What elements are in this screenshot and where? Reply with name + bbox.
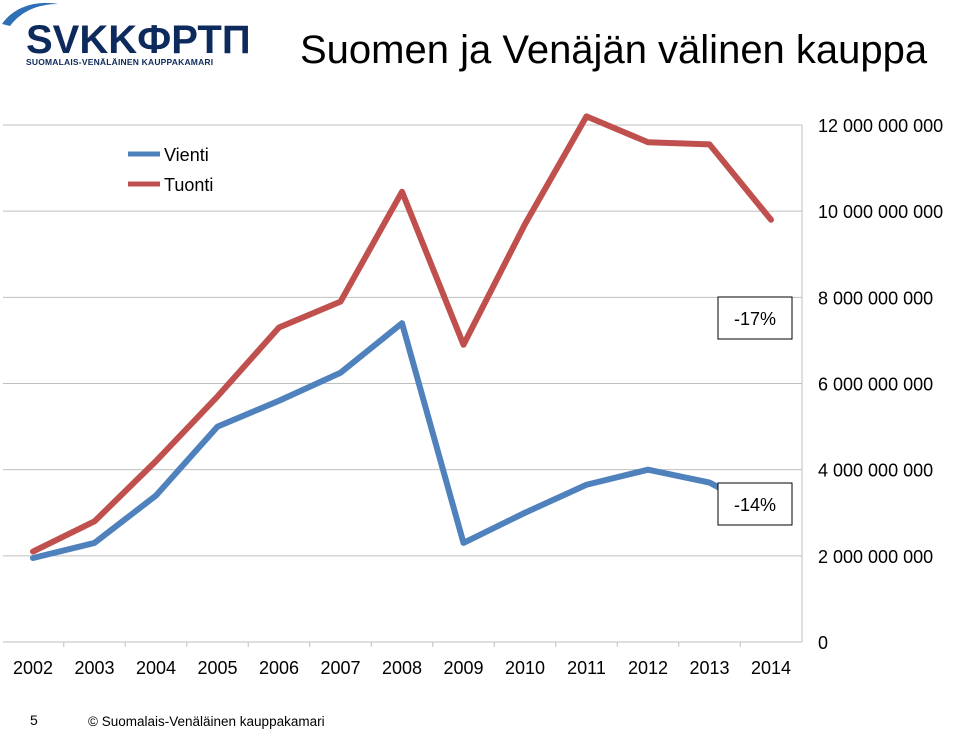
legend-label-tuonti: Tuonti <box>164 175 213 195</box>
y-tick-label: 12 000 000 000 <box>818 116 943 136</box>
svkk-logo: SVKKФРТП SUOMALAIS-VENÄLÄINEN KAUPPAKAMA… <box>0 0 251 70</box>
annotation-box-tuonti <box>717 296 793 340</box>
x-tick-label: 2010 <box>505 658 545 678</box>
page-number: 5 <box>30 712 38 728</box>
x-tick-label: 2003 <box>74 658 114 678</box>
y-tick-label: 2 000 000 000 <box>818 547 933 567</box>
y-tick-label: 6 000 000 000 <box>818 375 933 395</box>
x-tick-label: 2013 <box>689 658 729 678</box>
page-title: Suomen ja Venäjän välinen kauppa <box>300 28 928 72</box>
y-tick-label: 10 000 000 000 <box>818 202 943 222</box>
logo-wordmark: SVKKФРТП <box>26 18 251 62</box>
logo-swoosh-icon <box>2 2 58 26</box>
x-tick-label: 2011 <box>567 658 606 678</box>
annotation-vienti-change: -14% <box>734 495 776 515</box>
x-tick-label: 2005 <box>197 658 237 678</box>
x-tick-label: 2014 <box>751 658 791 678</box>
y-tick-label: 4 000 000 000 <box>818 461 933 481</box>
x-tick-label: 2009 <box>443 658 483 678</box>
annotation-box-vienti <box>717 482 793 526</box>
annotation-tuonti-change: -17% <box>734 309 776 329</box>
series-line-tuonti <box>30 113 774 555</box>
x-tick-label: 2006 <box>259 658 299 678</box>
x-tick-label: 2004 <box>136 658 176 678</box>
x-tick-label: 2012 <box>628 658 668 678</box>
x-tick-label: 2007 <box>320 658 360 678</box>
x-tick-label: 2002 <box>13 658 53 678</box>
logo-subtitle: SUOMALAIS-VENÄLÄINEN KAUPPAKAMARI <box>26 57 214 67</box>
series-line-vienti <box>30 320 774 561</box>
copyright-text: © Suomalais-Venäläinen kauppakamari <box>88 714 325 729</box>
legend-label-vienti: Vienti <box>164 145 209 165</box>
y-tick-label: 0 <box>818 633 828 653</box>
y-tick-label: 8 000 000 000 <box>818 288 933 308</box>
x-tick-label: 2008 <box>382 658 422 678</box>
